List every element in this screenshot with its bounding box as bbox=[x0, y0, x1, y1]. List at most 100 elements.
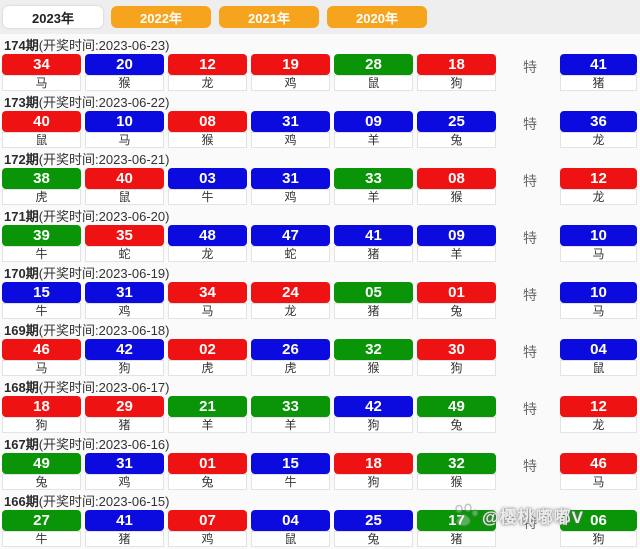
zodiac-label: 鸡 bbox=[85, 474, 164, 490]
number-cell: 01 兔 bbox=[168, 453, 247, 490]
number-value: 31 bbox=[85, 282, 164, 303]
zodiac-label: 狗 bbox=[334, 417, 413, 433]
number-value: 02 bbox=[168, 339, 247, 360]
number-value: 03 bbox=[168, 168, 247, 189]
zodiac-label: 兔 bbox=[2, 474, 81, 490]
number-value: 28 bbox=[334, 54, 413, 75]
zodiac-label: 鸡 bbox=[251, 132, 330, 148]
period-time: (开奖时间:2023-06-22) bbox=[38, 95, 170, 110]
zodiac-label: 牛 bbox=[2, 303, 81, 319]
number-cell: 03 牛 bbox=[168, 168, 247, 205]
year-tab-label: 2023年 bbox=[32, 10, 74, 26]
number-cell: 46 马 bbox=[2, 339, 81, 376]
period-title: 168期(开奖时间:2023-06-17) bbox=[0, 380, 640, 396]
number-cell: 20 猴 bbox=[85, 54, 164, 91]
zodiac-label: 猪 bbox=[334, 246, 413, 262]
numbers-row: 15 牛 31 鸡 34 马 24 龙 05 猪 01 兔 特 10 马 bbox=[2, 282, 640, 319]
period-time: (开奖时间:2023-06-17) bbox=[38, 380, 170, 395]
number-cell: 36 龙 bbox=[560, 111, 637, 148]
period-title: 171期(开奖时间:2023-06-20) bbox=[0, 209, 640, 225]
period-issue: 173期 bbox=[4, 95, 39, 110]
number-value: 33 bbox=[334, 168, 413, 189]
number-cell: 35 蛇 bbox=[85, 225, 164, 262]
zodiac-label: 牛 bbox=[251, 474, 330, 490]
number-cell: 40 鼠 bbox=[85, 168, 164, 205]
number-value: 32 bbox=[334, 339, 413, 360]
year-tab-2023[interactable]: 2023年 bbox=[3, 6, 103, 28]
period-time: (开奖时间:2023-06-21) bbox=[38, 152, 170, 167]
number-cell: 10 马 bbox=[85, 111, 164, 148]
year-tab-label: 2020年 bbox=[356, 10, 398, 26]
number-value: 41 bbox=[85, 510, 164, 531]
numbers-row: 49 兔 31 鸡 01 兔 15 牛 18 狗 32 猴 特 46 马 bbox=[2, 453, 640, 490]
special-label: 特 bbox=[523, 458, 537, 474]
period-block: 166期(开奖时间:2023-06-15) 27 牛 41 猪 07 鸡 04 … bbox=[0, 490, 640, 547]
zodiac-label: 牛 bbox=[2, 246, 81, 262]
zodiac-label: 鸡 bbox=[85, 303, 164, 319]
number-cell: 18 狗 bbox=[334, 453, 413, 490]
number-cell: 26 虎 bbox=[251, 339, 330, 376]
number-value: 12 bbox=[560, 168, 637, 189]
number-cell: 41 猪 bbox=[85, 510, 164, 547]
number-value: 15 bbox=[251, 453, 330, 474]
number-cell: 04 鼠 bbox=[560, 339, 637, 376]
number-cell: 19 鸡 bbox=[251, 54, 330, 91]
period-title: 169期(开奖时间:2023-06-18) bbox=[0, 323, 640, 339]
zodiac-label: 马 bbox=[560, 246, 637, 262]
number-value: 47 bbox=[251, 225, 330, 246]
period-issue: 167期 bbox=[4, 437, 39, 452]
year-tabbar: 2023年 2022年 2021年 2020年 bbox=[0, 0, 640, 34]
number-value: 06 bbox=[560, 510, 637, 531]
number-value: 31 bbox=[251, 168, 330, 189]
number-value: 07 bbox=[168, 510, 247, 531]
zodiac-label: 羊 bbox=[168, 417, 247, 433]
zodiac-label: 羊 bbox=[334, 132, 413, 148]
number-cell: 25 兔 bbox=[417, 111, 496, 148]
zodiac-label: 猴 bbox=[417, 189, 496, 205]
number-cell: 42 狗 bbox=[334, 396, 413, 433]
zodiac-label: 鼠 bbox=[560, 360, 637, 376]
period-title: 170期(开奖时间:2023-06-19) bbox=[0, 266, 640, 282]
special-label: 特 bbox=[523, 401, 537, 417]
zodiac-label: 羊 bbox=[334, 189, 413, 205]
number-cell: 18 狗 bbox=[417, 54, 496, 91]
zodiac-label: 兔 bbox=[334, 531, 413, 547]
number-cell: 12 龙 bbox=[560, 396, 637, 433]
year-tab-label: 2021年 bbox=[248, 10, 290, 26]
number-cell: 41 猪 bbox=[560, 54, 637, 91]
number-value: 09 bbox=[417, 225, 496, 246]
zodiac-label: 猪 bbox=[85, 531, 164, 547]
period-time: (开奖时间:2023-06-15) bbox=[38, 494, 170, 509]
zodiac-label: 牛 bbox=[2, 531, 81, 547]
year-tab-2020[interactable]: 2020年 bbox=[327, 6, 427, 28]
number-value: 10 bbox=[560, 282, 637, 303]
numbers-row: 46 马 42 狗 02 虎 26 虎 32 猴 30 狗 特 04 鼠 bbox=[2, 339, 640, 376]
number-cell: 18 狗 bbox=[2, 396, 81, 433]
number-value: 01 bbox=[417, 282, 496, 303]
period-issue: 174期 bbox=[4, 38, 39, 53]
period-time: (开奖时间:2023-06-16) bbox=[38, 437, 170, 452]
number-value: 46 bbox=[560, 453, 637, 474]
period-title: 172期(开奖时间:2023-06-21) bbox=[0, 152, 640, 168]
zodiac-label: 龙 bbox=[168, 75, 247, 91]
year-tab-2022[interactable]: 2022年 bbox=[111, 6, 211, 28]
zodiac-label: 猴 bbox=[85, 75, 164, 91]
numbers-row: 34 马 20 猴 12 龙 19 鸡 28 鼠 18 狗 特 41 猪 bbox=[2, 54, 640, 91]
number-value: 09 bbox=[334, 111, 413, 132]
zodiac-label: 鸡 bbox=[168, 531, 247, 547]
zodiac-label: 龙 bbox=[168, 246, 247, 262]
zodiac-label: 鼠 bbox=[251, 531, 330, 547]
number-cell: 31 鸡 bbox=[251, 168, 330, 205]
number-cell: 02 虎 bbox=[168, 339, 247, 376]
zodiac-label: 狗 bbox=[417, 75, 496, 91]
zodiac-label: 猴 bbox=[168, 132, 247, 148]
number-cell: 48 龙 bbox=[168, 225, 247, 262]
number-cell: 47 蛇 bbox=[251, 225, 330, 262]
number-value: 34 bbox=[2, 54, 81, 75]
number-cell: 04 鼠 bbox=[251, 510, 330, 547]
year-tab-2021[interactable]: 2021年 bbox=[219, 6, 319, 28]
number-value: 35 bbox=[85, 225, 164, 246]
zodiac-label: 兔 bbox=[417, 303, 496, 319]
zodiac-label: 猴 bbox=[417, 474, 496, 490]
period-block: 169期(开奖时间:2023-06-18) 46 马 42 狗 02 虎 26 … bbox=[0, 319, 640, 376]
